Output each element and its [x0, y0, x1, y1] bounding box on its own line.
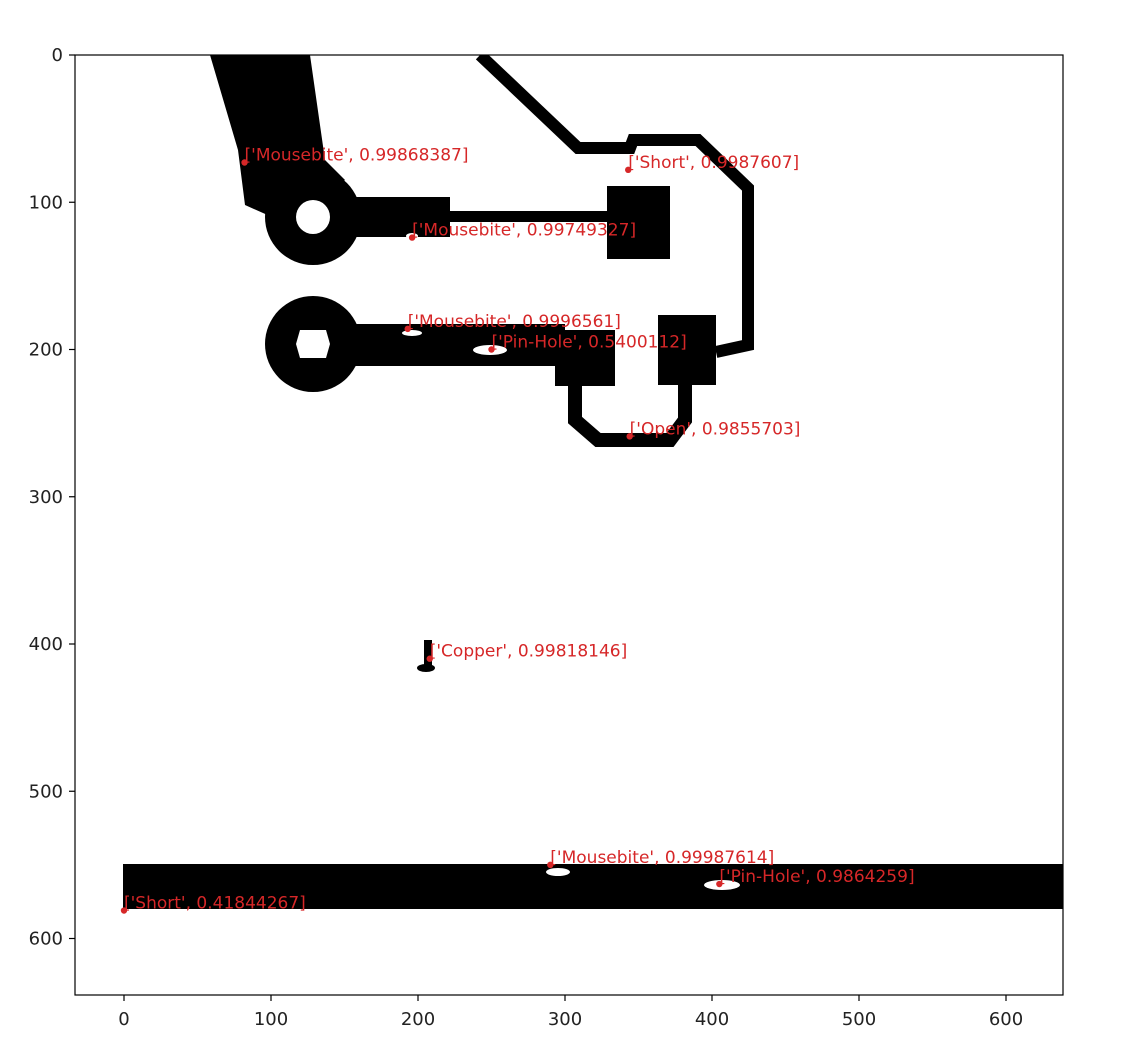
axes-frame	[74, 54, 1064, 996]
y-tick-label: 200	[29, 340, 63, 361]
x-tick-label: 200	[401, 1009, 435, 1030]
detection-label: ['Copper', 0.99818146]	[430, 642, 627, 662]
y-tick-label: 500	[29, 781, 63, 802]
x-tick-label: 300	[548, 1009, 582, 1030]
y-tick-label: 100	[29, 192, 63, 213]
x-tick-label: 500	[842, 1009, 876, 1030]
y-tick-label: 400	[29, 634, 63, 655]
x-tick-label: 0	[118, 1009, 129, 1030]
detection-point	[408, 234, 416, 241]
detections: ['Mousebite', 0.99868387] ['Short', 0.998…	[120, 145, 915, 914]
detection-point	[241, 159, 248, 166]
x-tick-label: 400	[695, 1009, 729, 1030]
detection-point	[488, 346, 495, 353]
detection-point	[426, 655, 433, 662]
detection-label: ['Mousebite', 0.99987614]	[550, 848, 774, 868]
detection-label: ['Open', 0.9855703]	[630, 419, 801, 439]
y-tick-label: 0	[52, 45, 63, 66]
detection-label: ['Mousebite', 0.9996561]	[408, 312, 621, 332]
detection-point	[404, 325, 411, 333]
detection-point	[625, 166, 632, 174]
detection-label: ['Short', 0.9987607]	[628, 153, 799, 173]
detection-label: ['Short', 0.41844267]	[124, 894, 306, 914]
detection-label: ['Pin-Hole', 0.5400112]	[492, 333, 687, 353]
x-axis: 0 100 200 300 400 500 600	[118, 995, 1023, 1030]
x-tick-label: 600	[989, 1009, 1023, 1030]
detection-point	[547, 861, 554, 869]
detection-label: ['Mousebite', 0.99749327]	[412, 221, 636, 241]
y-tick-label: 600	[29, 929, 63, 950]
x-tick-label: 100	[254, 1009, 288, 1030]
detection-point	[716, 880, 723, 888]
y-tick-label: 300	[29, 487, 63, 508]
detection-label: ['Mousebite', 0.99868387]	[245, 145, 469, 165]
detection-point	[120, 907, 128, 914]
pcb-image	[123, 55, 1063, 909]
y-axis: 0 100 200 300 400 500 600	[29, 45, 75, 950]
detection-label: ['Pin-Hole', 0.9864259]	[719, 867, 914, 887]
detection-point	[626, 433, 633, 440]
